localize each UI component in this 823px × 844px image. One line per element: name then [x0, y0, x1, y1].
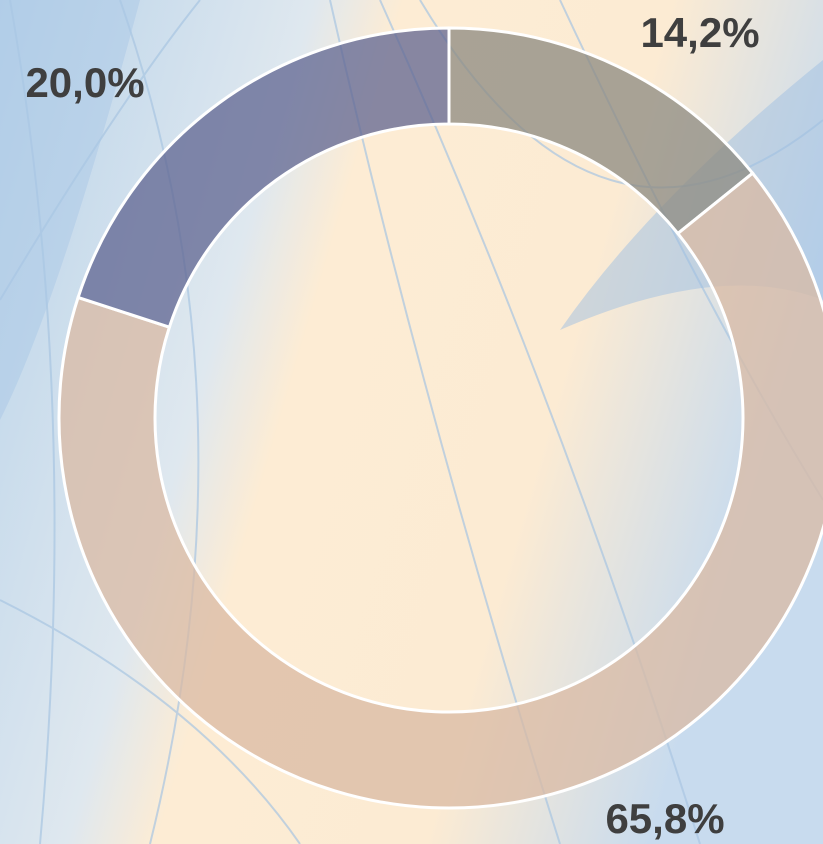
- data-label: 20,0%: [25, 59, 144, 106]
- page: 14,2%65,8%20,0% (() => { const data = JS…: [0, 0, 823, 844]
- chart: 14,2% 65,8% 20,0%: [0, 0, 823, 844]
- data-label: 65,8%: [605, 795, 724, 842]
- data-label: 14,2%: [640, 9, 759, 56]
